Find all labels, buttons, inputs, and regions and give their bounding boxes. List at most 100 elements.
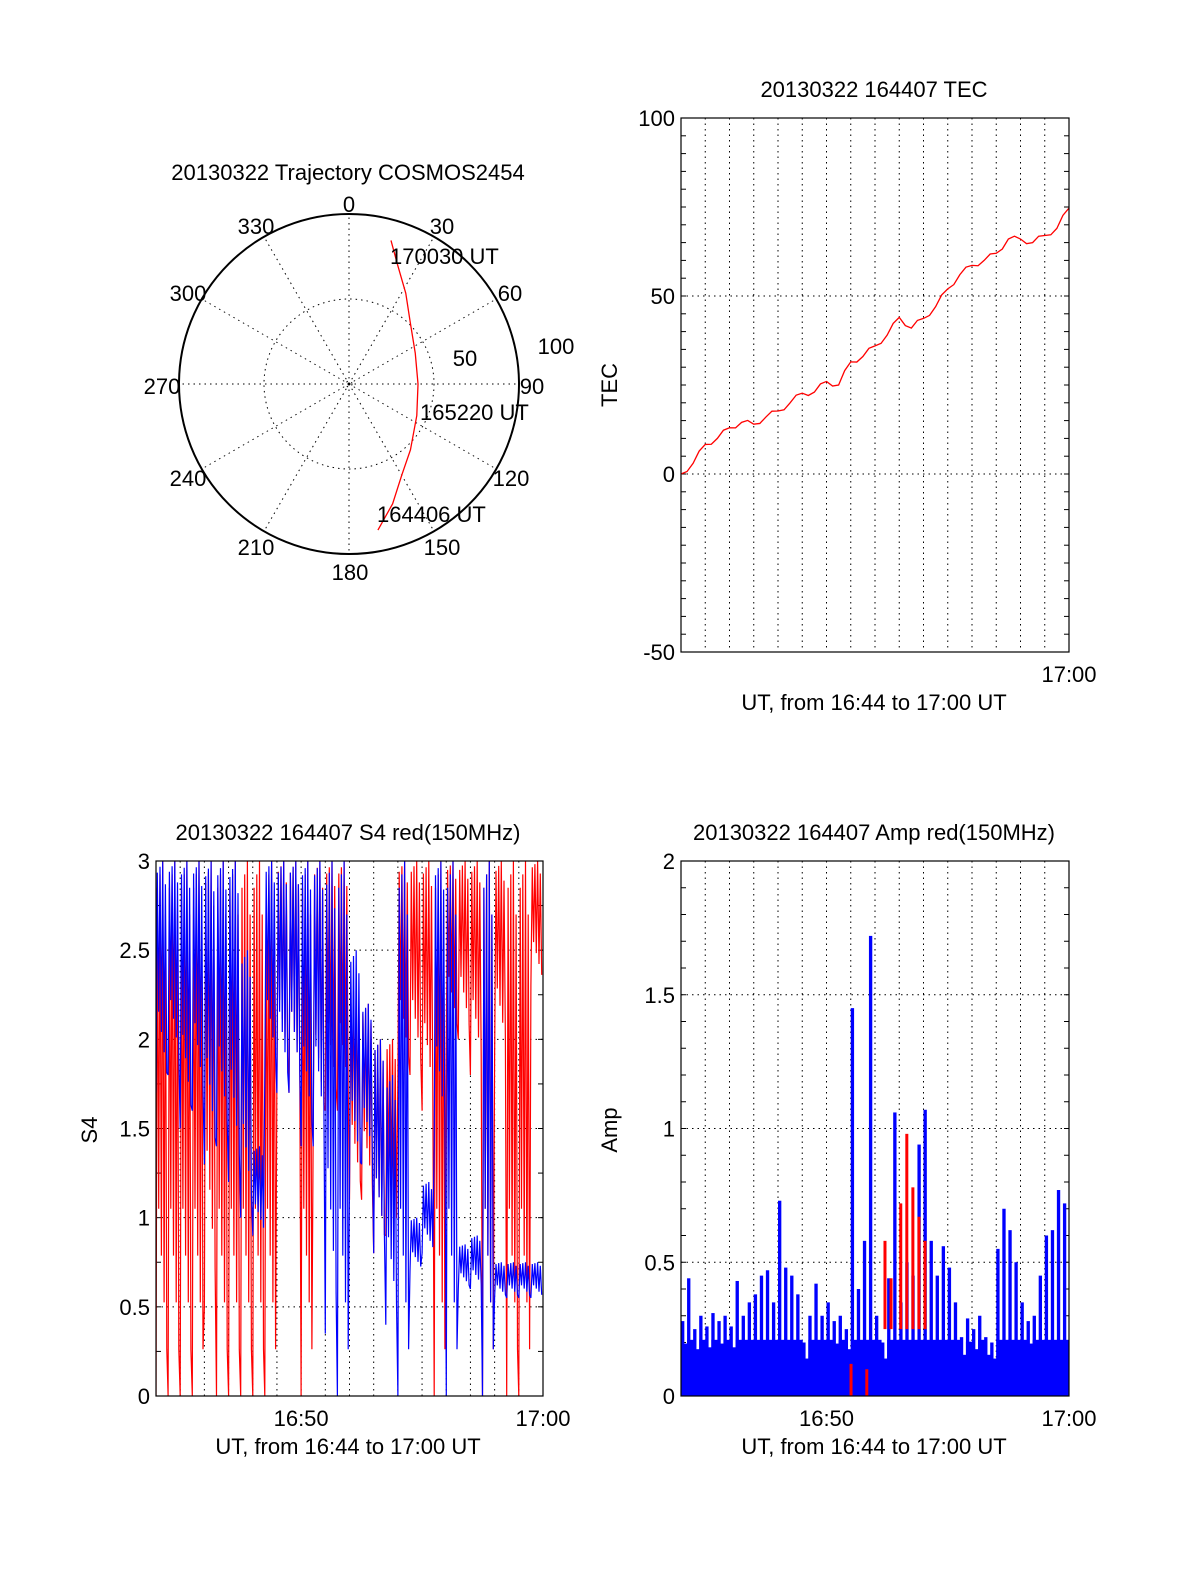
plot-frame: [680, 860, 1070, 1397]
amp-blue-bar: [941, 1246, 946, 1396]
amp-blue-base: [1002, 1339, 1009, 1396]
angle-label-330: 330: [238, 214, 275, 239]
radial-label-50: 50: [453, 346, 477, 371]
amp-blue-base: [681, 1343, 688, 1396]
polar-spoke: [263, 236, 350, 385]
amp-blue-base: [826, 1339, 834, 1396]
amp-blue-base: [717, 1343, 724, 1396]
tec-plot: -50 0 50 100 17:00: [638, 106, 1096, 687]
s4-title: 20130322 164407 S4 red(150MHz): [176, 820, 521, 845]
ytick-label: 0: [138, 1384, 150, 1409]
amp-blue-base: [905, 1339, 912, 1396]
amp-blue-base: [1014, 1339, 1021, 1396]
xtick-label: 16:50: [799, 1406, 854, 1431]
amp-blue-base: [899, 1339, 906, 1396]
amp-red-bar: [883, 1240, 887, 1330]
polar-spoke: [201, 298, 350, 385]
amp-blue-base: [693, 1349, 700, 1396]
amp-blue-bar: [929, 1240, 933, 1396]
angle-label-120: 120: [493, 466, 530, 491]
polar-center: [345, 380, 353, 388]
annotation-start-time: 164406 UT: [377, 502, 486, 527]
angle-label-60: 60: [498, 281, 522, 306]
amp-blue-bar: [935, 1275, 939, 1396]
amp-blue-base: [1032, 1339, 1040, 1396]
amp-blue-base: [923, 1339, 931, 1396]
plot-frame: [680, 117, 1070, 653]
amp-blue-base: [814, 1339, 821, 1396]
ytick-label: 2.5: [119, 938, 150, 963]
s4-series-blue: [156, 861, 543, 1396]
tec-line: [680, 207, 1070, 475]
amp-blue-base: [965, 1341, 973, 1396]
ytick-label: 0.5: [119, 1295, 150, 1320]
amp-blue-bar: [1008, 1230, 1012, 1396]
amp-blue-base: [699, 1339, 706, 1396]
s4-plot: 0 0.5 1 1.5 2 2.5 3 16:50 17:00: [119, 849, 570, 1431]
amp-blue-base: [778, 1339, 785, 1396]
tec-panel: 20130322 164407 TEC TEC UT, from 16:44 t…: [597, 77, 1097, 715]
polar-spoke: [348, 236, 435, 385]
amp-blue-base: [875, 1339, 882, 1396]
ytick-label: 0: [663, 462, 675, 487]
polar-spoke: [201, 383, 350, 470]
amp-blue-bar: [784, 1267, 788, 1396]
amp-blue-base: [759, 1339, 767, 1396]
amp-blue-bar: [1062, 1203, 1067, 1396]
amp-blue-base: [959, 1354, 967, 1396]
tec-xlabel: UT, from 16:44 to 17:00 UT: [741, 690, 1006, 715]
amp-blue-bar: [735, 1280, 739, 1396]
polar-spoke: [348, 298, 497, 385]
amp-blue-bar: [996, 1248, 1000, 1396]
radial-label-100: 100: [538, 334, 575, 359]
amp-red-bar: [911, 1187, 915, 1330]
amp-blue-bar: [1014, 1262, 1018, 1396]
ytick-label: 2: [138, 1027, 150, 1052]
amp-blue-base: [687, 1339, 694, 1396]
polar-spoke: [263, 383, 350, 532]
amp-blue-base: [941, 1339, 949, 1396]
amp-blue-bar: [887, 1278, 891, 1396]
ytick-label: 50: [651, 284, 675, 309]
ytick-label: 100: [638, 106, 675, 131]
amp-blue-base: [978, 1339, 985, 1396]
amp-blue-base: [765, 1339, 773, 1396]
xtick-label: 17:00: [515, 1406, 570, 1431]
amp-blue-bar: [687, 1278, 691, 1396]
amp-blue-base: [711, 1339, 718, 1396]
s4-xlabel: UT, from 16:44 to 17:00 UT: [215, 1434, 480, 1459]
amp-red-bar: [917, 1216, 921, 1330]
amp-blue-base: [893, 1339, 900, 1396]
amp-red-bar: [899, 1203, 903, 1330]
amp-blue-base: [808, 1339, 815, 1396]
s4-panel: 20130322 164407 S4 red(150MHz) S4 UT, fr…: [77, 820, 571, 1459]
amp-blue-base: [832, 1343, 840, 1396]
amp-blue-bar: [1044, 1235, 1049, 1396]
ytick-label: 1.5: [644, 983, 675, 1008]
amp-blue-base: [856, 1339, 864, 1396]
polar-plot: 0 30 60 90 120 150 180 210 240 270 300 330: [144, 192, 545, 585]
polar-spoke: [348, 383, 497, 470]
amp-blue-base: [802, 1358, 809, 1396]
amp-blue-base: [729, 1347, 737, 1396]
tec-ylabel: TEC: [597, 363, 622, 407]
amp-blue-bar: [790, 1275, 794, 1396]
amp-blue-base: [1020, 1339, 1028, 1396]
amp-blue-base: [1062, 1339, 1070, 1396]
amp-blue-base: [838, 1339, 846, 1396]
ytick-label: 1: [663, 1117, 675, 1142]
ytick-label: 1.5: [119, 1117, 150, 1142]
amp-blue-bar: [911, 1275, 915, 1396]
amp-blue-base: [984, 1354, 991, 1396]
polar-title: 20130322 Trajectory COSMOS2454: [171, 160, 524, 185]
amp-blue-base: [735, 1339, 743, 1396]
amp-blue-base: [911, 1339, 918, 1396]
angle-label-210: 210: [238, 535, 275, 560]
amp-blue-bar: [759, 1275, 764, 1396]
amp-blue-bar: [1056, 1190, 1061, 1396]
amp-blue-base: [820, 1339, 827, 1396]
amp-blue-base: [741, 1339, 749, 1396]
amp-blue-bar: [1050, 1230, 1055, 1396]
tec-title: 20130322 164407 TEC: [760, 77, 987, 102]
amp-blue-bar: [1002, 1208, 1006, 1396]
